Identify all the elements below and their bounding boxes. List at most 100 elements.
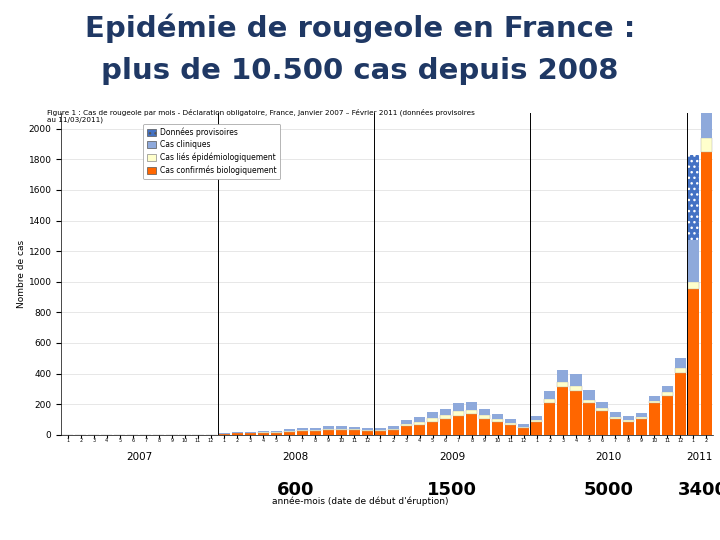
Bar (297, 431, 308, 435)
Bar (662, 386, 672, 393)
Bar (531, 422, 542, 435)
Bar (583, 400, 595, 403)
Bar (623, 420, 634, 422)
Text: 2010: 2010 (595, 452, 621, 462)
Bar (440, 409, 451, 415)
Bar (388, 429, 399, 430)
Bar (375, 430, 386, 431)
Bar (427, 412, 438, 418)
Bar (388, 426, 399, 429)
Text: 1500: 1500 (427, 481, 477, 498)
Bar (284, 431, 294, 432)
Bar (349, 427, 360, 429)
Bar (701, 152, 712, 435)
Bar (349, 430, 360, 435)
Bar (336, 426, 347, 429)
Text: plus de 10.500 cas depuis 2008: plus de 10.500 cas depuis 2008 (102, 57, 618, 85)
Bar (675, 373, 685, 435)
Bar (505, 425, 516, 435)
Bar (505, 423, 516, 425)
Bar (480, 409, 490, 415)
Bar (271, 432, 282, 433)
Bar (219, 434, 230, 435)
Bar (531, 420, 542, 422)
Bar (583, 390, 595, 400)
Y-axis label: Nombre de cas: Nombre de cas (17, 240, 26, 308)
Bar (675, 359, 685, 368)
Bar (610, 418, 621, 435)
Text: 2011: 2011 (687, 452, 713, 462)
Bar (401, 420, 412, 424)
Bar (518, 423, 529, 427)
Bar (492, 422, 503, 435)
Bar (466, 402, 477, 410)
Bar (362, 431, 373, 435)
Bar (544, 392, 555, 399)
Bar (466, 414, 477, 435)
Bar (375, 431, 386, 435)
Bar (649, 403, 660, 435)
Bar (258, 433, 269, 435)
Bar (688, 240, 699, 282)
Bar (297, 430, 308, 431)
Bar (688, 289, 699, 435)
Bar (675, 368, 685, 373)
Text: 2008: 2008 (283, 452, 309, 462)
Bar (427, 422, 438, 435)
Bar (596, 402, 608, 408)
Bar (297, 428, 308, 430)
Bar (284, 432, 294, 435)
Bar (583, 403, 595, 435)
Bar (636, 418, 647, 435)
Bar (323, 426, 334, 429)
Bar (310, 428, 321, 430)
Bar (570, 391, 582, 435)
Bar (557, 382, 569, 387)
Bar (701, 80, 712, 138)
Bar (636, 417, 647, 418)
Bar (323, 429, 334, 430)
Text: 2009: 2009 (439, 452, 465, 462)
Bar (245, 434, 256, 435)
Bar (232, 432, 243, 433)
Bar (544, 399, 555, 403)
Bar (271, 433, 282, 435)
Bar (518, 427, 529, 428)
Bar (662, 393, 672, 396)
Bar (610, 417, 621, 418)
Bar (492, 419, 503, 422)
Bar (480, 418, 490, 435)
Bar (531, 416, 542, 420)
Bar (505, 418, 516, 423)
Bar (245, 432, 256, 433)
Bar (453, 403, 464, 411)
Bar (518, 428, 529, 435)
Bar (701, 0, 712, 80)
Bar (427, 418, 438, 422)
Bar (336, 429, 347, 430)
Bar (623, 416, 634, 420)
Text: Epidémie de rougeole en France :: Epidémie de rougeole en France : (85, 14, 635, 43)
Bar (401, 424, 412, 426)
Text: Figure 1 : Cas de rougeole par mois - Déclaration obligatoire, France, Janvier 2: Figure 1 : Cas de rougeole par mois - Dé… (47, 108, 474, 123)
Bar (596, 408, 608, 411)
Bar (271, 431, 282, 432)
Bar (492, 414, 503, 419)
Text: 3400: 3400 (678, 481, 720, 498)
Bar (570, 374, 582, 386)
Bar (310, 431, 321, 435)
Bar (623, 422, 634, 435)
Bar (596, 411, 608, 435)
Bar (610, 412, 621, 417)
Bar (688, 282, 699, 289)
Bar (453, 416, 464, 435)
Bar (636, 414, 647, 417)
Bar (557, 370, 569, 382)
Bar (570, 386, 582, 391)
Bar (649, 401, 660, 403)
Bar (466, 410, 477, 414)
Bar (453, 411, 464, 416)
Bar (414, 417, 425, 422)
Bar (258, 432, 269, 433)
Bar (649, 396, 660, 401)
